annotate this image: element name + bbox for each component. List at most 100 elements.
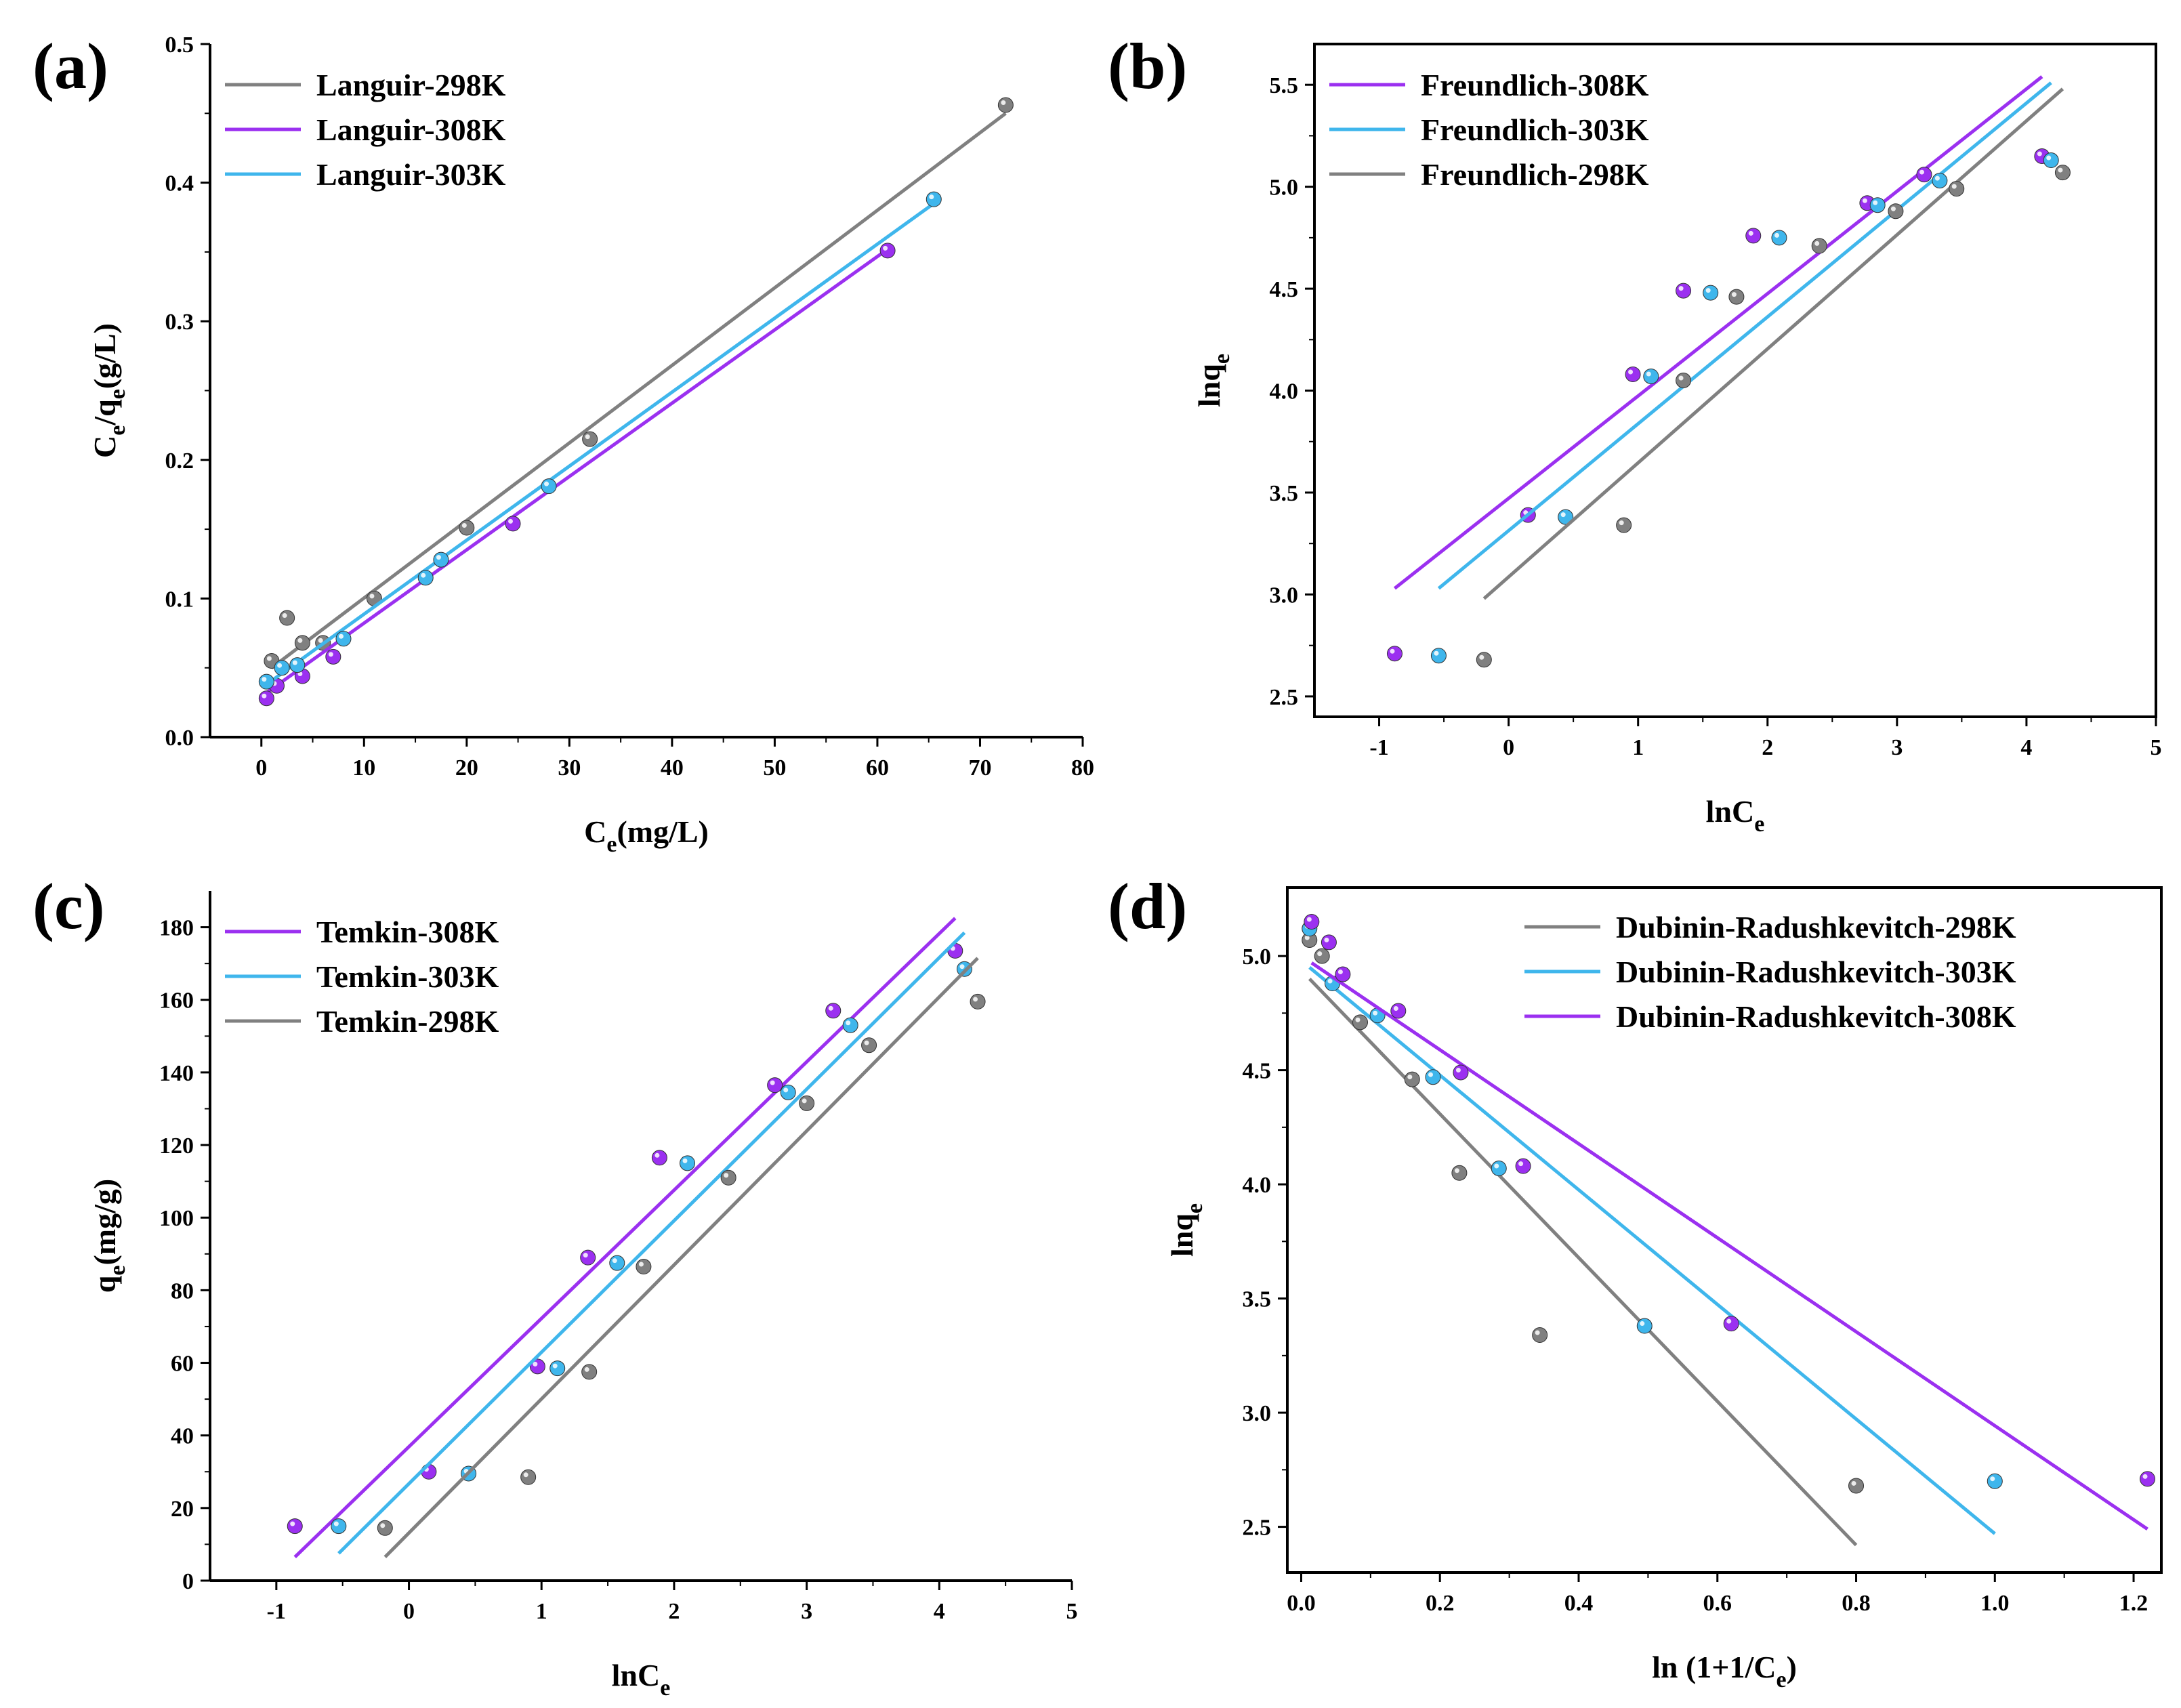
fit-line [265, 247, 889, 694]
fit-line [1482, 87, 2064, 600]
y-axis-title: lnqe [1165, 1203, 1207, 1257]
data-point [1321, 934, 1337, 951]
data-point-highlight [802, 1098, 807, 1104]
legend-label: Temkin-298K [316, 1004, 499, 1039]
x-tick-label: 10 [352, 755, 375, 780]
data-point [581, 1364, 598, 1380]
y-tick-label: 160 [159, 988, 194, 1014]
data-point [331, 1518, 347, 1535]
data-point [549, 1360, 566, 1377]
fit-line [1310, 961, 2148, 1531]
data-point [720, 1169, 736, 1186]
x-tick-label: 1.0 [1980, 1591, 2010, 1616]
legend: Languir-298K Languir-308K Languir-303K [225, 68, 506, 192]
y-tick-label: 0.3 [165, 310, 194, 335]
data-point-highlight [1428, 1072, 1433, 1077]
data-point [1335, 966, 1351, 982]
data-point-highlight [1373, 1010, 1378, 1016]
y-tick-label: 100 [159, 1206, 194, 1231]
data-point-highlight [1919, 169, 1924, 175]
data-point-highlight [380, 1523, 386, 1528]
chart-panel-c: (c) -1 0 1 2 3 4 5 0 20 40 60 80 100 120 140 160 180 lnCe q… [33, 870, 1078, 1701]
data-point-highlight [369, 593, 375, 599]
y-tick-label: 3.0 [1243, 1401, 1272, 1426]
x-axis-title: Ce(mg/L) [584, 814, 709, 857]
data-point-highlight [1873, 200, 1878, 205]
x-axis-title: lnCe [612, 1658, 671, 1701]
x-tick-label: 4 [2020, 735, 2032, 760]
data-point [1811, 238, 1827, 254]
x-tick-label: 1.2 [2119, 1591, 2148, 1616]
fit-line [1308, 978, 1858, 1547]
data-point [1390, 1003, 1407, 1019]
legend-label: Temkin-303K [316, 959, 499, 994]
legend-label: Languir-303K [316, 157, 506, 192]
data-point-highlight [523, 1472, 528, 1478]
data-point-highlight [724, 1173, 729, 1178]
x-tick-label: 0.8 [1842, 1591, 1871, 1616]
y-tick-label: 5.5 [1270, 73, 1299, 98]
plot-frame [1286, 886, 2163, 1574]
data-point-highlight [266, 656, 272, 661]
data-point [459, 520, 475, 536]
series-d-2 [1304, 914, 2156, 1531]
data-point-highlight [1814, 241, 1820, 246]
data-point-highlight [1337, 970, 1343, 975]
legend: Dubinin-Radushkevitch-298K Dubinin-Radush… [1524, 910, 2016, 1034]
y-tick-label: 4.0 [1243, 1173, 1272, 1198]
data-point-highlight [1494, 1163, 1499, 1169]
series-d-0 [1302, 932, 1865, 1547]
data-point-highlight [544, 481, 549, 486]
data-point [1625, 366, 1641, 382]
y-tick-label: 0.2 [165, 449, 194, 474]
fit-line [383, 957, 979, 1558]
data-point-highlight [1628, 369, 1634, 375]
data-point-highlight [1748, 230, 1753, 236]
data-point-highlight [770, 1080, 775, 1085]
data-point [2140, 1471, 2156, 1487]
data-point [1728, 289, 1745, 305]
data-point-highlight [1001, 100, 1006, 106]
series-c-2 [377, 957, 986, 1558]
y-axis-title: lnqe [1192, 354, 1234, 407]
x-tick-label: 0 [403, 1599, 415, 1624]
x-tick-label: 1 [1632, 735, 1644, 760]
data-point-highlight [282, 613, 287, 619]
data-point-highlight [1890, 206, 1896, 211]
data-point [1676, 373, 1692, 388]
data-point-highlight [1990, 1476, 1995, 1482]
x-axis-title: lnCe [1706, 794, 1765, 837]
data-point [1352, 1014, 1368, 1030]
data-point [926, 191, 942, 207]
data-point [541, 478, 557, 495]
y-tick-label: 0 [182, 1569, 194, 1594]
data-point-highlight [2046, 155, 2052, 161]
y-tick-label: 0.4 [165, 171, 194, 196]
x-tick-label: 20 [455, 755, 478, 780]
y-tick-label: 40 [171, 1424, 194, 1449]
data-point [970, 993, 986, 1009]
data-point-highlight [1619, 520, 1624, 526]
legend: Temkin-308K Temkin-303K Temkin-298K [225, 915, 499, 1039]
data-point-highlight [2037, 151, 2042, 157]
data-point [861, 1037, 877, 1054]
data-point [956, 961, 972, 977]
data-point [1676, 283, 1692, 299]
y-tick-label: 0.0 [165, 726, 194, 751]
data-point-highlight [1304, 935, 1310, 940]
panel-label: (b) [1108, 30, 1187, 102]
data-point [582, 431, 598, 447]
data-point [433, 551, 449, 568]
x-tick-label: 40 [661, 755, 684, 780]
x-tick-label: -1 [1369, 735, 1388, 760]
data-point-highlight [584, 1367, 589, 1372]
data-point [294, 635, 310, 651]
x-tick-label: 3 [801, 1599, 812, 1624]
data-point-highlight [1479, 654, 1484, 660]
y-tick-label: 20 [171, 1497, 194, 1522]
x-tick-label: 3 [1891, 735, 1903, 760]
data-point-highlight [1390, 648, 1395, 654]
data-point-highlight [1862, 198, 1867, 203]
data-point [1430, 648, 1447, 664]
data-point [1636, 1318, 1653, 1334]
